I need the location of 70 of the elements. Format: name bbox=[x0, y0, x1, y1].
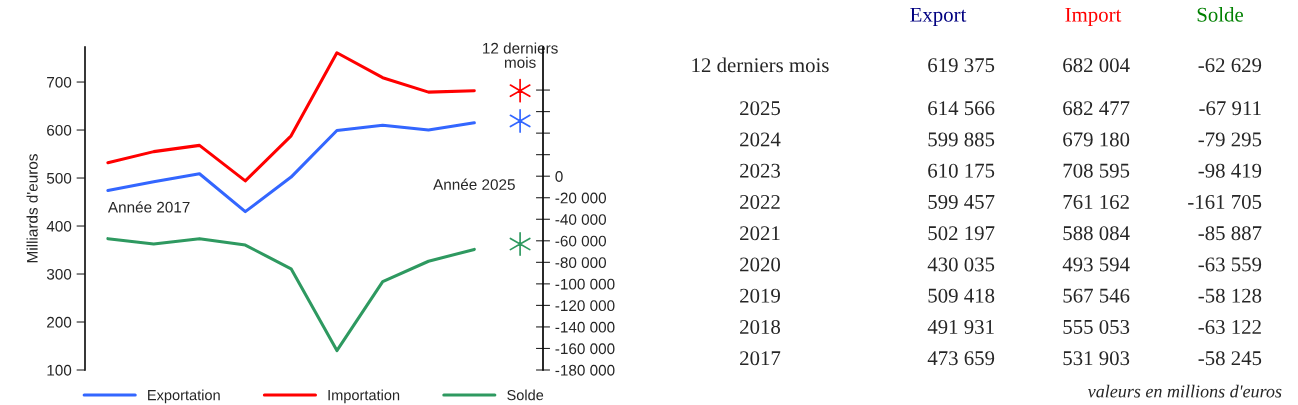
data-label: 610 175 bbox=[928, 163, 995, 178]
y-tick-label: 600 bbox=[47, 124, 72, 136]
text: valeurs en millions d'euros bbox=[1087, 384, 1282, 398]
x-tick-label: Import bbox=[1065, 7, 1122, 26]
y2-tick-label: -80 000 bbox=[555, 257, 607, 269]
data-label: -63 122 bbox=[1198, 319, 1261, 334]
data-label: -58 245 bbox=[1198, 351, 1262, 366]
data-label: -58 128 bbox=[1198, 288, 1262, 303]
x-tick-label: Export bbox=[910, 7, 967, 26]
y-axis-title: Milliards d'euros bbox=[26, 154, 38, 263]
y-tick-label: 2023 bbox=[740, 163, 781, 178]
data-label: 430 035 bbox=[927, 257, 995, 272]
data-label: -85 887 bbox=[1198, 226, 1262, 241]
data-label: 567 546 bbox=[1063, 288, 1130, 303]
data-label: -62 629 bbox=[1198, 58, 1262, 73]
legend-label: Importation bbox=[328, 389, 400, 404]
data-label: 682 477 bbox=[1063, 101, 1130, 116]
data-label: 614 566 bbox=[928, 101, 995, 116]
y2-tick-label: 0 bbox=[555, 171, 563, 182]
y-tick-label: 2017 bbox=[740, 351, 781, 366]
data-label: 599 885 bbox=[928, 132, 995, 147]
annotation: 12 derniers mois bbox=[483, 42, 558, 68]
y2-tick-label: -180 000 bbox=[555, 364, 615, 376]
data-label: 491 931 bbox=[927, 319, 994, 334]
y-tick-label: 700 bbox=[47, 76, 72, 88]
y-tick-label: 400 bbox=[46, 220, 72, 232]
y-tick-label: 300 bbox=[46, 268, 72, 280]
data-label: 473 659 bbox=[927, 351, 995, 366]
line-series bbox=[106, 121, 476, 214]
data-label: 682 004 bbox=[1063, 58, 1130, 73]
y-tick-label: 12 derniers mois bbox=[692, 57, 829, 73]
y-tick-label: 100 bbox=[47, 364, 72, 376]
data-label: 619 375 bbox=[928, 58, 995, 73]
data-label: 588 084 bbox=[1063, 226, 1130, 241]
data-label: -67 911 bbox=[1199, 101, 1261, 116]
x-tick-label: Solde bbox=[1197, 7, 1244, 22]
data-label: 708 595 bbox=[1063, 163, 1130, 178]
data-label: -98 419 bbox=[1198, 163, 1262, 178]
data-label: -79 295 bbox=[1198, 132, 1262, 147]
data-label: -161 705 bbox=[1188, 194, 1262, 209]
data-label: 599 457 bbox=[928, 194, 995, 209]
data-label: 555 053 bbox=[1063, 319, 1130, 334]
data-label: 761 162 bbox=[1063, 194, 1129, 209]
y-tick-label: 2019 bbox=[740, 288, 780, 303]
y-tick-label: 2025 bbox=[740, 101, 781, 116]
y-tick-label: 2020 bbox=[740, 257, 781, 272]
y-tick-label: 200 bbox=[47, 316, 72, 328]
y-tick-label: 2022 bbox=[740, 194, 780, 209]
line-series bbox=[106, 237, 476, 353]
annotation: Année 2017 bbox=[107, 201, 190, 213]
data-label: 679 180 bbox=[1063, 132, 1130, 147]
y-tick-label: 2018 bbox=[740, 319, 781, 334]
legend-label: Solde bbox=[507, 389, 544, 401]
data-label: 531 903 bbox=[1063, 351, 1130, 366]
data-label: 493 594 bbox=[1062, 257, 1130, 272]
y2-tick-label: -20 000 bbox=[555, 192, 607, 204]
annotation: Année 2025 bbox=[433, 178, 515, 190]
y-tick-label: 500 bbox=[46, 172, 72, 184]
data-label: 502 197 bbox=[928, 226, 995, 241]
y2-tick-label: -100 000 bbox=[555, 278, 615, 290]
y-tick-label: 2021 bbox=[740, 226, 780, 241]
y2-tick-label: -140 000 bbox=[555, 321, 615, 333]
y2-tick-label: -40 000 bbox=[555, 214, 607, 225]
y2-tick-label: -120 000 bbox=[555, 300, 615, 312]
y2-tick-label: -60 000 bbox=[555, 235, 607, 247]
data-label: -63 559 bbox=[1198, 257, 1262, 272]
y-tick-label: 2024 bbox=[740, 132, 781, 147]
legend-label: Exportation bbox=[148, 389, 220, 404]
y2-tick-label: -160 000 bbox=[555, 343, 615, 355]
data-label: 509 418 bbox=[928, 288, 995, 303]
